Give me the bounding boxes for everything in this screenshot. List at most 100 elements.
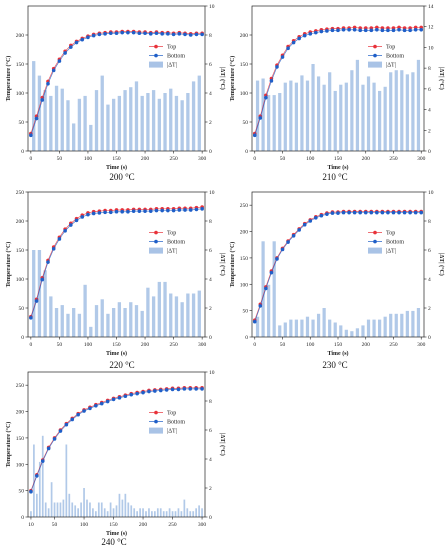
bar [405, 74, 409, 151]
point [419, 210, 424, 215]
y2-tick-label: 6 [209, 62, 212, 68]
point [171, 208, 176, 213]
point [166, 32, 170, 36]
legend-entry: Bottom [167, 54, 185, 60]
point [57, 59, 62, 63]
bar [62, 499, 65, 517]
bar [97, 502, 100, 517]
point [153, 389, 157, 393]
bar [118, 493, 121, 517]
bar [32, 61, 36, 151]
point [419, 27, 424, 32]
bar [316, 313, 321, 337]
bar [77, 508, 80, 517]
point [375, 210, 379, 215]
y-tick-label: 100 [16, 462, 25, 468]
point [275, 257, 279, 261]
bar [106, 511, 109, 517]
point [314, 216, 318, 220]
legend-marker [373, 44, 377, 49]
point [46, 260, 50, 264]
point [86, 212, 90, 217]
point [347, 27, 351, 32]
point [171, 32, 176, 37]
y-axis-title: Temperature (°C) [5, 56, 12, 102]
point [99, 401, 104, 406]
bar [186, 293, 190, 337]
bar [372, 319, 376, 337]
x-tick-label: 150 [109, 522, 118, 528]
x-tick-label: 0 [253, 342, 256, 348]
point [97, 211, 102, 215]
point [29, 316, 33, 320]
point [103, 210, 107, 215]
bar [140, 310, 144, 337]
bar [289, 319, 293, 337]
bar [117, 95, 122, 151]
bar [117, 302, 122, 337]
y2-tick-label: 2 [428, 128, 431, 134]
bar [123, 90, 127, 151]
x-tick-label: 250 [389, 156, 398, 162]
point [137, 209, 142, 213]
bar [405, 310, 409, 337]
y2-tick-label: 2 [209, 486, 212, 492]
bar [378, 319, 382, 337]
bar [80, 502, 82, 517]
point [397, 210, 401, 215]
bar [283, 322, 287, 337]
y2-tick-label: 8 [428, 66, 431, 72]
y2-tick-label: 0 [209, 515, 212, 521]
bar [267, 95, 271, 151]
x-axis-title: Time (s) [106, 164, 127, 171]
point [148, 209, 153, 213]
bar [400, 313, 404, 337]
bar [43, 270, 47, 337]
bar [339, 84, 343, 151]
bar [146, 93, 150, 151]
y2-tick-label: 8 [209, 399, 212, 405]
point [29, 489, 33, 494]
bar [157, 281, 161, 337]
y2-tick-label: 0 [428, 149, 431, 155]
bar [133, 508, 136, 517]
bar [68, 493, 71, 517]
bar [41, 435, 44, 517]
point [252, 133, 257, 138]
bar [322, 308, 326, 337]
bar [37, 75, 42, 151]
bar [168, 508, 171, 517]
legend-swatch [368, 61, 382, 68]
bar [89, 326, 93, 337]
bar [272, 95, 276, 151]
bar [94, 305, 99, 337]
bar [171, 511, 174, 517]
bar [383, 86, 387, 151]
y-tick-label: 0 [21, 515, 24, 521]
point [137, 31, 142, 36]
bar [169, 88, 173, 151]
point [336, 211, 340, 215]
y2-tick-label: 6 [428, 87, 431, 93]
bar [261, 78, 265, 151]
point [91, 211, 96, 216]
bar [322, 84, 326, 151]
y2-axis-title: |ΔT| (°C) [438, 67, 445, 90]
point [408, 28, 412, 33]
bar [174, 296, 179, 337]
point [91, 33, 96, 38]
bar [89, 124, 93, 151]
point [143, 209, 147, 213]
point [286, 240, 290, 244]
point [386, 210, 390, 215]
bar [394, 313, 398, 337]
legend-marker [373, 53, 377, 58]
point [120, 209, 125, 214]
legend-entry: Bottom [167, 420, 185, 426]
bar [139, 508, 141, 517]
point [352, 210, 357, 215]
y-tick-label: 150 [240, 62, 249, 68]
bar [283, 82, 287, 151]
point [176, 387, 181, 392]
point [188, 208, 193, 212]
